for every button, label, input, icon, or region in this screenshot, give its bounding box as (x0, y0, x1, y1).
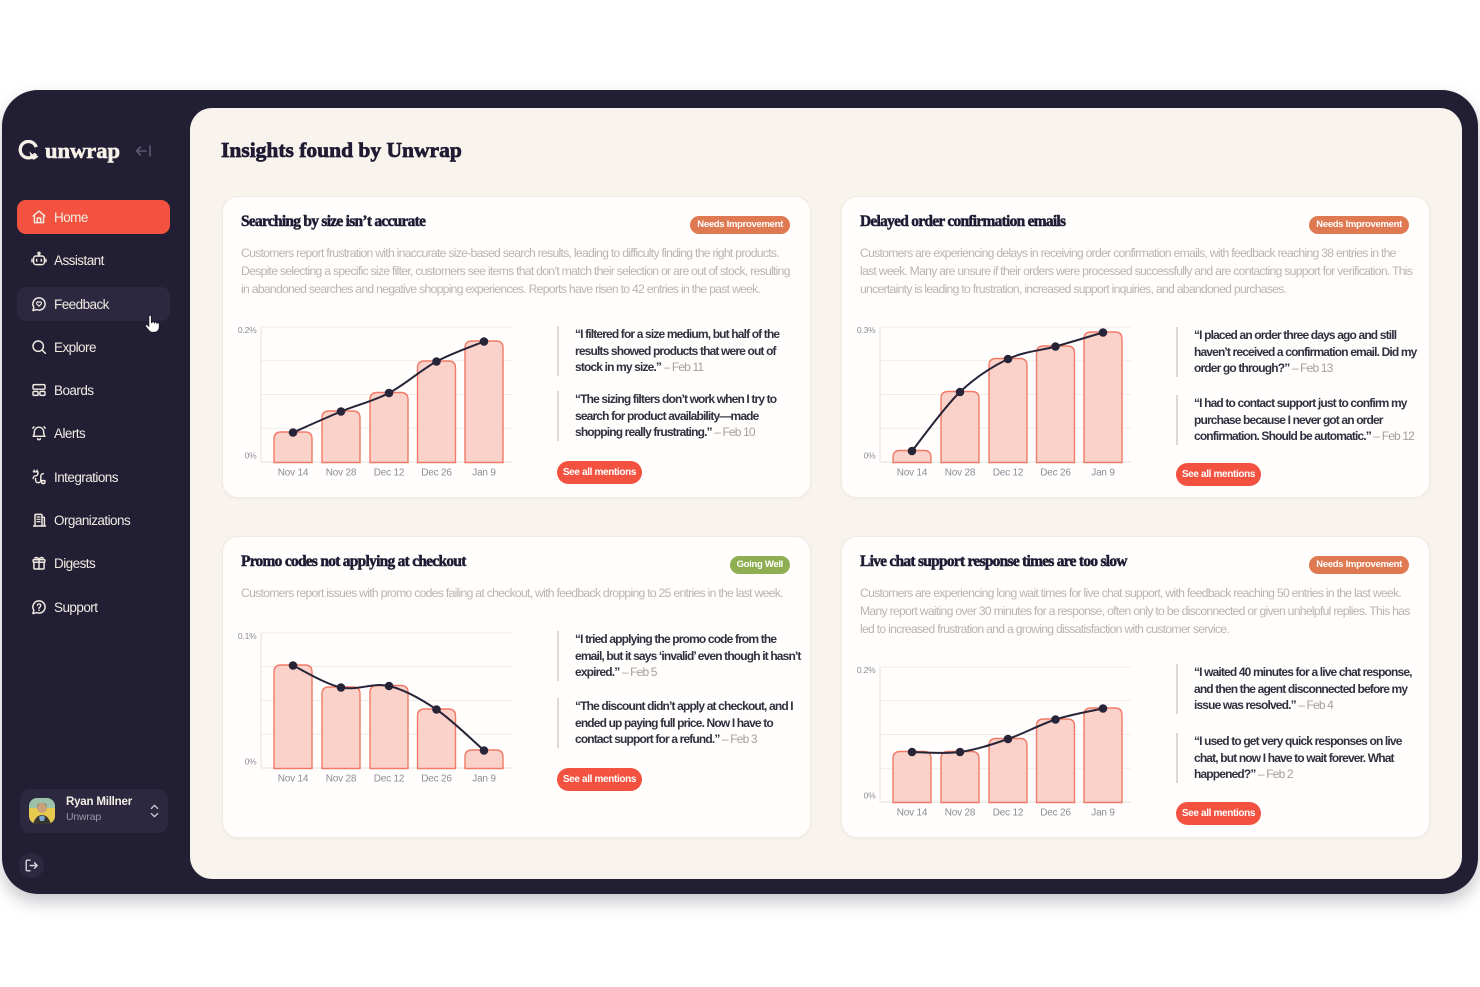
svg-text:Nov 14: Nov 14 (897, 808, 928, 819)
svg-text:Dec 12: Dec 12 (374, 468, 405, 479)
svg-text:0%: 0% (864, 791, 877, 801)
svg-text:Dec 26: Dec 26 (421, 468, 452, 479)
svg-text:0.2%: 0.2% (238, 325, 257, 335)
svg-text:Jan 9: Jan 9 (1091, 468, 1115, 479)
svg-text:Nov 28: Nov 28 (326, 774, 357, 785)
svg-text:0%: 0% (245, 757, 258, 767)
svg-text:Dec 12: Dec 12 (993, 808, 1024, 819)
svg-text:Jan 9: Jan 9 (472, 468, 496, 479)
svg-text:0.1%: 0.1% (238, 631, 257, 641)
svg-text:Dec 26: Dec 26 (1040, 808, 1071, 819)
svg-text:Nov 28: Nov 28 (945, 468, 976, 479)
svg-text:Dec 12: Dec 12 (374, 774, 405, 785)
svg-text:Dec 26: Dec 26 (421, 774, 452, 785)
svg-text:Nov 28: Nov 28 (945, 808, 976, 819)
svg-text:Dec 26: Dec 26 (1040, 468, 1071, 479)
svg-text:0.3%: 0.3% (857, 325, 876, 335)
svg-text:Nov 14: Nov 14 (278, 774, 309, 785)
svg-text:0.2%: 0.2% (857, 665, 876, 675)
svg-text:0%: 0% (245, 451, 258, 461)
svg-text:Jan 9: Jan 9 (472, 774, 496, 785)
svg-text:Jan 9: Jan 9 (1091, 808, 1115, 819)
svg-text:Nov 28: Nov 28 (326, 468, 357, 479)
svg-text:Dec 12: Dec 12 (993, 468, 1024, 479)
svg-text:Nov 14: Nov 14 (897, 468, 928, 479)
svg-text:0%: 0% (864, 451, 877, 461)
svg-text:Nov 14: Nov 14 (278, 468, 309, 479)
